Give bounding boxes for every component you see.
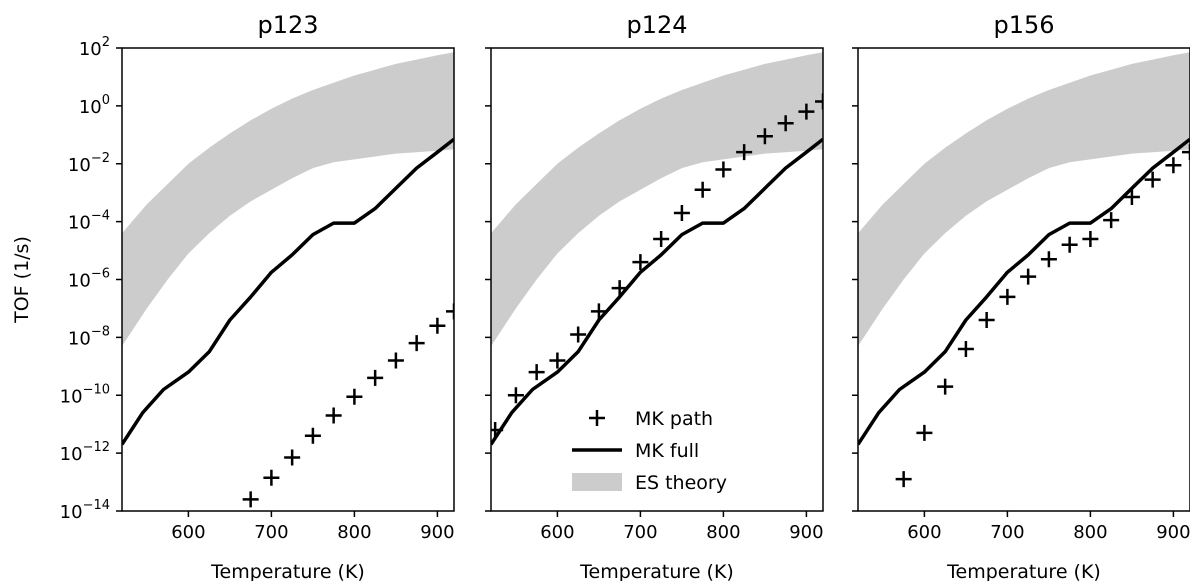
legend-marker-swatch <box>589 410 605 426</box>
mk-path-marker <box>815 93 823 110</box>
y-tick-label: 10−12 <box>60 440 110 465</box>
mk-path-marker <box>632 254 649 271</box>
mk-path-marker <box>1020 268 1037 285</box>
panel-title: p123 <box>257 11 318 39</box>
mk-path-marker <box>570 326 587 343</box>
es-theory-band <box>491 52 823 347</box>
mk-path-marker <box>1082 230 1099 247</box>
mk-path-marker <box>284 449 301 466</box>
mk-path-marker <box>756 128 773 145</box>
y-axis-label: TOF (1/s) <box>11 236 33 324</box>
mk-path-marker <box>694 181 711 198</box>
y-tick-label: 10−8 <box>68 324 110 349</box>
x-tick-label: 800 <box>706 522 740 543</box>
plot-area <box>858 52 1190 488</box>
mk-path-marker <box>653 230 670 247</box>
x-tick-label: 700 <box>990 522 1024 543</box>
panel-title: p124 <box>626 11 687 39</box>
mk-full-line <box>858 137 1190 446</box>
mk-path-marker <box>895 471 912 488</box>
mk-path-marker <box>715 161 732 178</box>
x-tick-label: 600 <box>171 522 205 543</box>
y-tick-label: 10−4 <box>68 209 110 234</box>
mk-path-marker <box>408 335 425 352</box>
mk-path-marker <box>937 378 954 395</box>
x-tick-label: 900 <box>420 522 454 543</box>
x-tick-label: 600 <box>907 522 941 543</box>
mk-path-marker <box>1040 251 1057 268</box>
plot-area <box>122 52 454 508</box>
x-tick-label: 800 <box>337 522 371 543</box>
mk-path-marker <box>507 387 524 404</box>
mk-path-marker <box>242 491 259 508</box>
mk-path-marker <box>590 303 607 320</box>
panel-p156: 600 700 800 900 p156 Temperature (K) <box>852 11 1190 581</box>
es-theory-band <box>858 52 1190 347</box>
x-tick-label: 700 <box>254 522 288 543</box>
mk-full-line <box>491 137 823 446</box>
mk-path-marker <box>387 352 404 369</box>
legend-band-swatch <box>572 473 622 491</box>
legend-label: MK full <box>635 440 699 462</box>
mk-path-marker <box>263 469 280 486</box>
mk-full-line <box>122 137 454 446</box>
mk-path-marker <box>673 204 690 221</box>
mk-path-marker <box>304 427 321 444</box>
mk-path-marker <box>325 407 342 424</box>
x-axis-label: Temperature (K) <box>946 561 1101 581</box>
es-theory-band <box>122 52 454 347</box>
mk-path-marker <box>957 340 974 357</box>
x-axis-label: Temperature (K) <box>579 561 734 581</box>
y-tick-label: 10−6 <box>68 267 110 292</box>
y-tick-label: 100 <box>79 93 110 118</box>
mk-path-marker <box>916 424 933 441</box>
x-tick-label: 900 <box>1156 522 1190 543</box>
legend: MK path MK full ES theory <box>572 408 727 494</box>
mk-path-marker <box>1165 157 1182 174</box>
y-tick-label: 10−2 <box>68 151 110 176</box>
mk-path-marker <box>736 144 753 161</box>
mk-path-marker <box>446 303 454 320</box>
mk-path-marker <box>367 369 384 386</box>
mk-path-marker <box>346 388 363 405</box>
mk-path-marker <box>1144 171 1161 188</box>
panel-p123: 600 700 800 900 10−14 10−12 10−10 10−8 10−6 10−4 1… <box>11 11 455 581</box>
mk-path-marker <box>1182 144 1190 161</box>
legend-label: ES theory <box>635 472 727 494</box>
mk-path-marker <box>528 364 545 381</box>
mk-path-marker <box>1103 212 1120 229</box>
x-axis-label: Temperature (K) <box>210 561 365 581</box>
mk-path-marker <box>777 115 794 132</box>
mk-path-marker <box>429 317 446 334</box>
panel-title: p156 <box>993 11 1054 39</box>
x-tick-label: 700 <box>623 522 657 543</box>
y-tick-label: 10−14 <box>60 498 110 523</box>
mk-path-marker <box>611 280 628 297</box>
x-tick-label: 900 <box>789 522 823 543</box>
mk-path-marker <box>978 312 995 329</box>
mk-path-marker <box>1123 189 1140 206</box>
mk-path-marker <box>491 421 504 438</box>
y-tick-label: 102 <box>79 35 110 60</box>
x-tick-label: 600 <box>540 522 574 543</box>
legend-label: MK path <box>635 408 713 430</box>
x-tick-label: 800 <box>1073 522 1107 543</box>
mk-path-marker <box>1061 236 1078 253</box>
mk-path-marker <box>798 103 815 120</box>
mk-path-marker <box>549 352 566 369</box>
y-tick-label: 10−10 <box>60 382 110 407</box>
plot-area <box>491 52 823 446</box>
mk-path-marker <box>999 288 1016 305</box>
